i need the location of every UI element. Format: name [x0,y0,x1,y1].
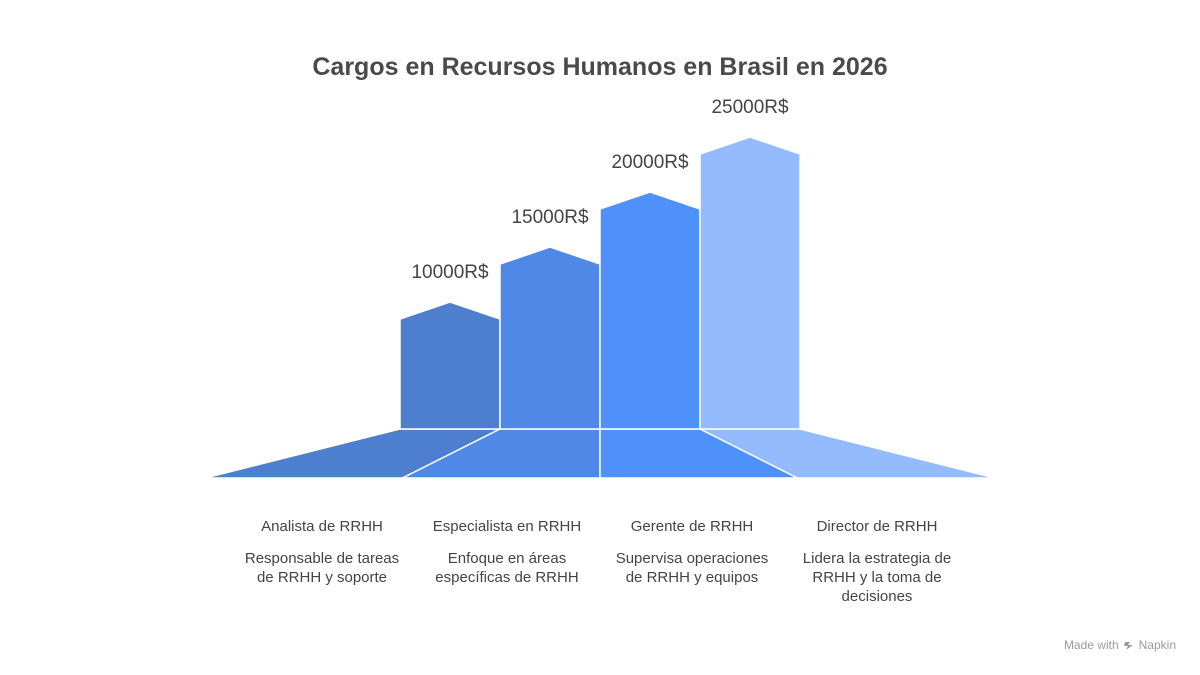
description-label-3-1: RRHH y la toma de [812,569,941,586]
description-label-3-0: Lidera la estrategia de [803,550,951,567]
description-label-3-2: decisiones [842,588,913,605]
bar-0 [399,301,501,430]
description-label-0-0: Responsable de tareas [245,550,399,567]
description-label-1-1: específicas de RRHH [435,569,578,586]
description-label-2-1: de RRHH y equipos [626,569,759,586]
value-label-1: 15000R$ [511,207,589,228]
bar-2 [599,191,701,430]
category-label-0: Analista de RRHH [261,518,383,535]
napkin-brand-label: Napkin [1138,638,1176,652]
value-label-3: 25000R$ [711,97,789,118]
category-label-3: Director de RRHH [817,518,938,535]
chart-title: Cargos en Recursos Humanos en Brasil en … [312,53,887,81]
made-with-label: Made with [1063,638,1119,652]
bar-3 [699,136,801,430]
value-label-2: 20000R$ [611,152,689,173]
napkin-logo-icon [1123,642,1133,650]
category-label-1: Especialista en RRHH [433,518,581,535]
description-label-0-1: de RRHH y soporte [257,569,387,586]
description-label-1-0: Enfoque en áreas [448,550,566,567]
category-label-2: Gerente de RRHH [631,518,754,535]
description-label-2-0: Supervisa operaciones [616,550,769,567]
footer-credit: Made with Napkin [1064,638,1176,652]
value-label-0: 10000R$ [411,262,489,283]
bar-1 [499,246,601,430]
